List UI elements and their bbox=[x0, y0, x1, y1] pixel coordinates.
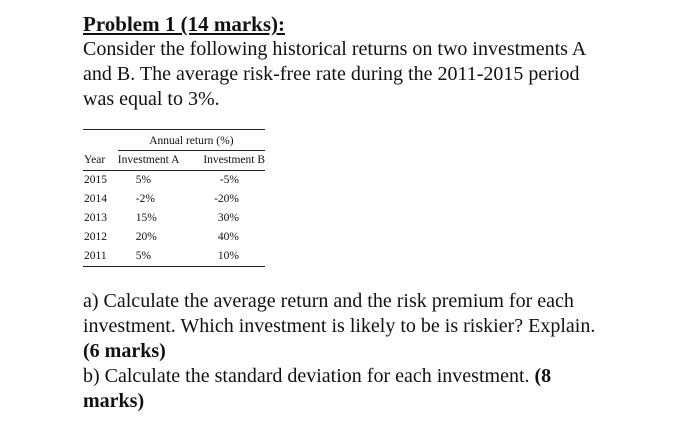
cell-investment-a: 5% bbox=[135, 174, 152, 186]
cell-year: 2011 bbox=[83, 247, 118, 267]
cell-investment-a: 15% bbox=[135, 212, 157, 224]
table-header-row: Year Investment A Investment B bbox=[83, 150, 265, 171]
question-b-marks-part2: marks) bbox=[83, 390, 145, 412]
table-row: 2015 5% -5% bbox=[83, 171, 265, 191]
cell-investment-b: 30% bbox=[217, 212, 239, 224]
cell-investment-b: 10% bbox=[203, 247, 265, 267]
cell-investment-a: 20% bbox=[135, 231, 157, 243]
table-row: 2011 5% 10% bbox=[83, 247, 265, 267]
question-a-marks: (6 marks) bbox=[83, 340, 166, 362]
table-group-header-row: Annual return (%) bbox=[83, 129, 265, 151]
cell-year: 2014 bbox=[84, 193, 107, 205]
questions-section: a) Calculate the average return and the … bbox=[83, 289, 683, 414]
cell-year: 2012 bbox=[84, 231, 107, 243]
cell-year: 2015 bbox=[84, 174, 107, 186]
intro-line: Consider the following historical return… bbox=[83, 38, 587, 60]
table-group-header: Annual return (%) bbox=[117, 129, 265, 151]
question-a-line: a) Calculate the average return and the … bbox=[83, 290, 574, 312]
column-header-year: Year bbox=[83, 150, 118, 171]
problem-title: Problem 1 (14 marks): bbox=[83, 12, 285, 36]
cell-investment-a: 5% bbox=[117, 247, 204, 267]
table-row: 2013 15% 30% bbox=[83, 209, 265, 228]
cell-investment-b: -5% bbox=[219, 174, 239, 186]
question-a-line: investment. Which investment is likely t… bbox=[83, 315, 596, 337]
cell-investment-b: -20% bbox=[214, 193, 239, 205]
cell-investment-b: 40% bbox=[217, 231, 239, 243]
column-header-investment-a: Investment A bbox=[117, 150, 204, 171]
intro-line: and B. The average risk-free rate during… bbox=[83, 63, 580, 85]
column-header-investment-b: Investment B bbox=[203, 150, 265, 171]
cell-investment-a: -2% bbox=[135, 193, 155, 205]
table-row: 2012 20% 40% bbox=[83, 228, 265, 247]
intro-line: was equal to 3%. bbox=[83, 88, 220, 110]
table-group-header-spacer bbox=[83, 129, 118, 151]
cell-year: 2013 bbox=[84, 212, 107, 224]
table-row: 2014 -2% -20% bbox=[83, 190, 265, 209]
question-b-marks-part1: (8 bbox=[534, 365, 552, 387]
question-b-text: b) Calculate the standard deviation for … bbox=[83, 365, 530, 387]
problem-intro: Consider the following historical return… bbox=[83, 37, 643, 112]
returns-table: Annual return (%) Year Investment A Inve… bbox=[83, 129, 265, 267]
